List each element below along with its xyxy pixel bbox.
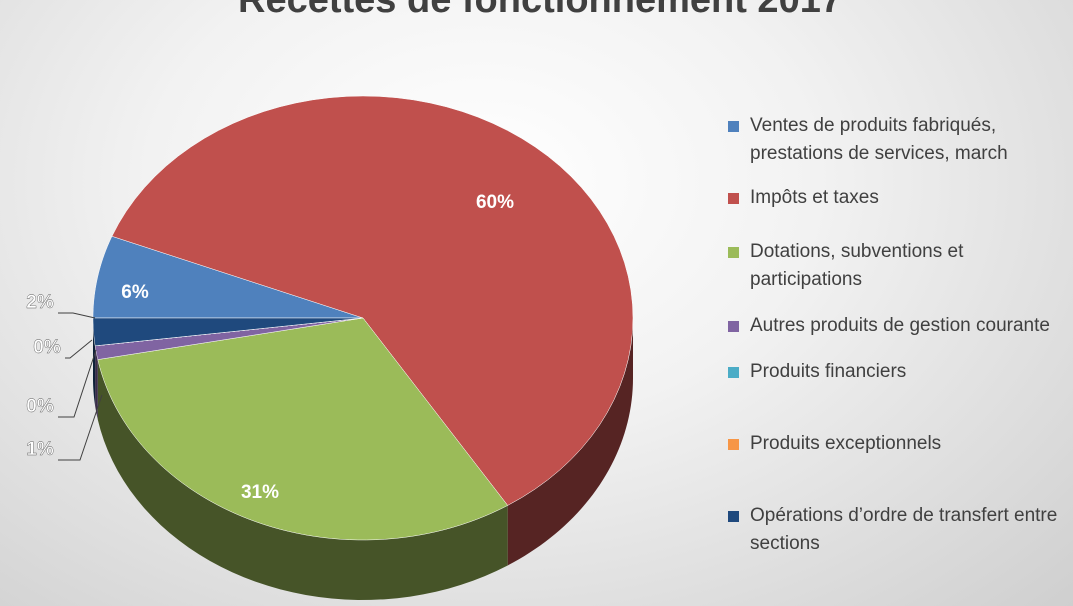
legend-label: Autres produits de gestion courante — [750, 315, 1050, 336]
legend-label: Ventes de produits fabriqués, prestation… — [750, 115, 1008, 164]
leader-line — [58, 312, 96, 319]
legend-label: Produits financiers — [750, 361, 907, 382]
slice — [92, 235, 364, 319]
legend-item: Produits exceptionnels — [722, 430, 1067, 458]
slice-side — [95, 345, 98, 420]
legend-item: Ventes de produits fabriqués, prestation… — [722, 112, 1067, 168]
legend-swatch — [728, 193, 739, 204]
legend-swatch — [728, 511, 739, 522]
legend-swatch — [728, 247, 739, 258]
legend-swatch — [728, 321, 739, 332]
chart-title: Recettes de fonctionnement 2017 — [238, 0, 842, 21]
data-label: 2% — [26, 292, 54, 313]
pie-sides — [93, 318, 633, 600]
legend: Ventes de produits fabriqués, prestation… — [722, 112, 1067, 558]
legend-item: Impôts et taxes — [722, 184, 1067, 212]
legend-swatch — [728, 121, 739, 132]
legend-item: Produits financiers — [722, 358, 1067, 386]
data-label: 1% — [26, 439, 54, 460]
legend-item: Autres produits de gestion courante — [722, 312, 1067, 340]
legend-item: Dotations, subventions et participations — [722, 238, 1067, 294]
leader-line — [65, 339, 93, 359]
data-label: 60% — [476, 192, 514, 213]
slice — [111, 95, 634, 506]
leader-line — [58, 349, 97, 418]
slice — [94, 317, 364, 360]
slice — [92, 317, 364, 347]
data-label: 31% — [241, 482, 279, 503]
legend-item: Opérations d’ordre de transfert entre se… — [722, 502, 1067, 558]
legend-swatch — [728, 439, 739, 450]
data-label: 6% — [121, 282, 149, 303]
legend-swatch — [728, 367, 739, 378]
legend-label: Opérations d’ordre de transfert entre se… — [750, 505, 1058, 554]
legend-label: Dotations, subventions et participations — [750, 241, 964, 290]
leader-line — [58, 394, 103, 461]
legend-label: Impôts et taxes — [750, 187, 879, 208]
slice-side — [507, 318, 633, 566]
legend-label: Produits exceptionnels — [750, 433, 942, 454]
data-label: 0% — [26, 396, 54, 417]
slice-side — [93, 318, 96, 406]
slice-side — [97, 359, 508, 600]
slice — [97, 317, 509, 541]
data-label: 0% — [33, 337, 61, 358]
